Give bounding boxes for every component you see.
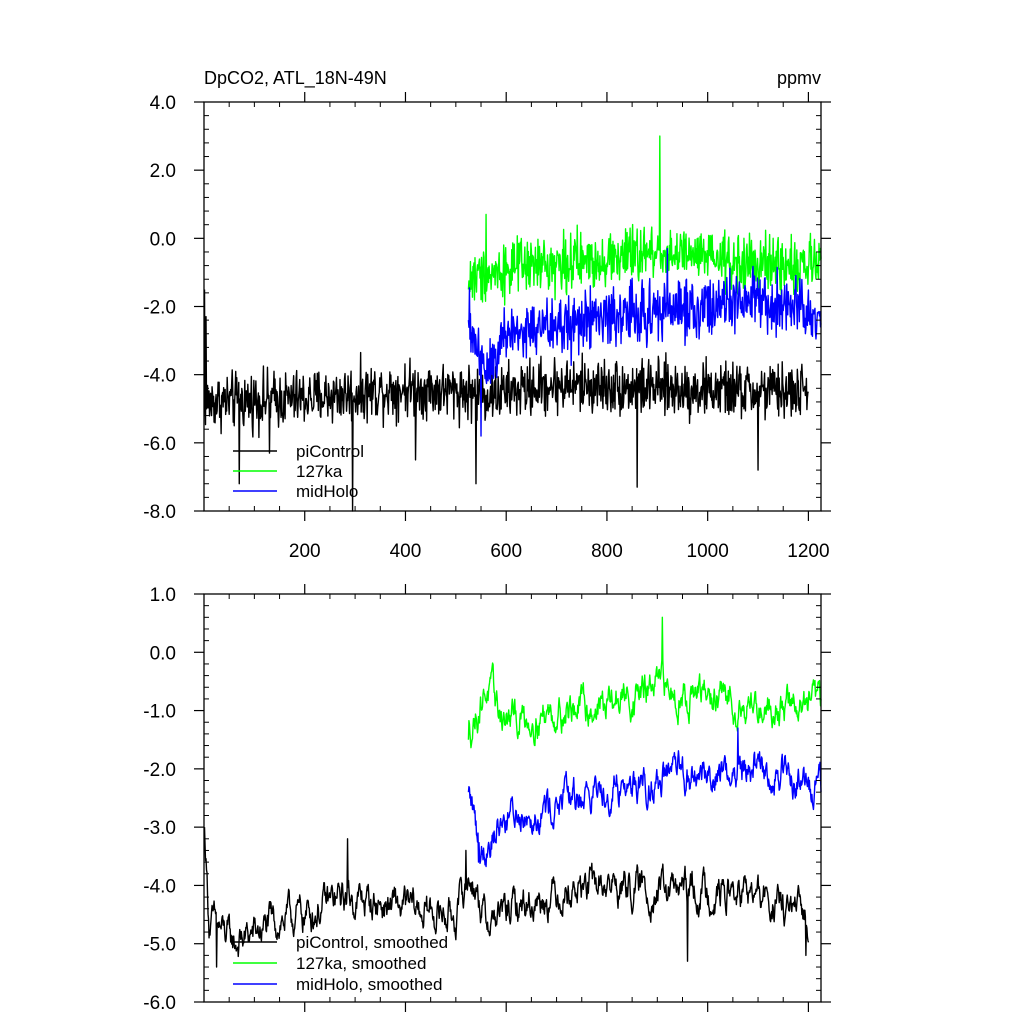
legend-label: piControl, smoothed: [296, 933, 448, 952]
series-line-127ka-smoothed: [467, 616, 822, 749]
legend-label: midHolo: [296, 482, 358, 501]
y-tick-label: -4.0: [143, 876, 176, 897]
y-tick-label: 2.0: [150, 161, 176, 182]
series-line-picontrol: [203, 289, 809, 512]
x-tick-label: 200: [289, 541, 321, 562]
x-tick-label: 1000: [687, 541, 729, 562]
plot-frame: [203, 593, 822, 1003]
bottom-panel-axes: -6.0 -5.0 -4.0 -3.0 -2.0 -1.0 0.0 1.0: [143, 584, 831, 1014]
y-tick-label: 0.0: [150, 229, 176, 250]
y-tick-label: -6.0: [143, 993, 176, 1014]
top-panel-title: DpCO2, ATL_18N-49N: [204, 68, 387, 89]
legend-label: piControl: [296, 442, 364, 461]
series-line-picontrol-smoothed: [203, 827, 810, 968]
series-line-midholo-smoothed: [467, 727, 822, 868]
top-panel-axes: 200 400 600 800 1000 1200 -8.0 -6.0 -4.0 -2.0 0.0 2…: [143, 92, 831, 562]
y-tick-label: -6.0: [143, 434, 176, 455]
bottom-panel-legend: piControl, smoothed 127ka, smoothed midHol…: [233, 933, 448, 994]
series-line-127ka: [467, 135, 822, 306]
top-panel-series: [203, 135, 822, 512]
x-tick-label: 1200: [787, 541, 829, 562]
y-tick-label: -2.0: [143, 298, 176, 319]
series-line-midholo: [467, 247, 822, 437]
y-tick-label: -8.0: [143, 502, 176, 523]
legend-label: midHolo, smoothed: [296, 975, 442, 994]
top-panel-units: ppmv: [777, 68, 821, 88]
y-tick-label: -4.0: [143, 366, 176, 387]
x-tick-label: 600: [490, 541, 522, 562]
legend-label: 127ka: [296, 462, 343, 481]
y-tick-label: -2.0: [143, 760, 176, 781]
y-tick-label: 4.0: [150, 93, 176, 114]
x-tick-label: 400: [390, 541, 422, 562]
bottom-panel: -6.0 -5.0 -4.0 -3.0 -2.0 -1.0 0.0 1.0 piControl…: [143, 584, 831, 1014]
y-tick-label: -1.0: [143, 702, 176, 723]
y-tick-label: -3.0: [143, 818, 176, 839]
bottom-panel-series: [203, 616, 822, 968]
top-panel: DpCO2, ATL_18N-49N ppmv 200 400 600 800 1000…: [143, 68, 831, 562]
legend-label: 127ka, smoothed: [296, 954, 426, 973]
y-tick-label: 0.0: [150, 643, 176, 664]
y-tick-label: 1.0: [150, 585, 176, 606]
x-tick-label: 800: [591, 541, 623, 562]
y-tick-label: -5.0: [143, 935, 176, 956]
